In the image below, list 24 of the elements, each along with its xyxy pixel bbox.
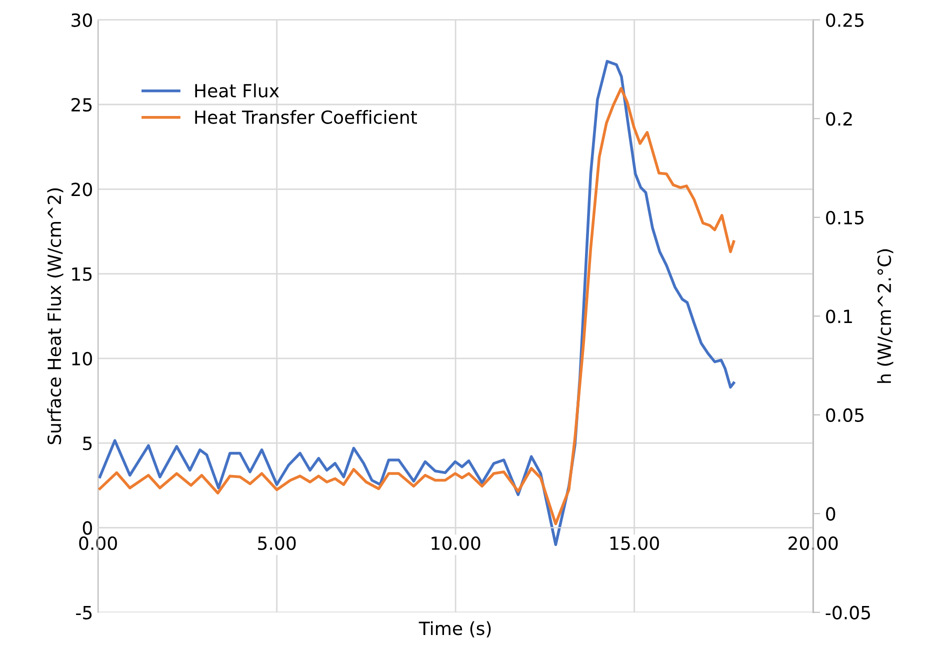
- y-axis-title: Surface Heat Flux (W/cm^2): [47, 188, 64, 444]
- y-tick-label: 30: [72, 13, 92, 27]
- x-axis-title: Time (s): [418, 621, 491, 638]
- y-tick-label: 25: [72, 98, 92, 112]
- y2-tick-label: -0.05: [826, 606, 870, 620]
- y-tick-label: 10: [72, 352, 92, 366]
- y-tick-label: 5: [83, 436, 92, 450]
- y-tick-label: 20: [72, 182, 92, 196]
- y-tick-label: -5: [76, 606, 92, 620]
- x-tick-label: 15.00: [610, 536, 659, 550]
- x-tick-label: 10.00: [432, 536, 480, 550]
- y2-axis-title: h (W/cm^2.°C): [877, 249, 894, 383]
- x-tick-label: 5.00: [258, 536, 296, 550]
- y2-tick-label: 0: [826, 507, 836, 521]
- y-tick-label: 15: [72, 267, 92, 281]
- legend-label: Heat Flux: [195, 84, 279, 98]
- x-tick-label: 20.00: [788, 536, 838, 550]
- y-tick-label: 0: [82, 521, 92, 535]
- y2-tick-label: 0.1: [826, 310, 852, 324]
- legend-label: Heat Transfer Coefficient: [195, 110, 417, 124]
- y2-tick-label: 0.2: [826, 112, 852, 126]
- y2-tick-label: 0.05: [826, 408, 864, 422]
- y2-tick-label: 0.15: [826, 210, 864, 224]
- y2-tick-label: 0.25: [826, 13, 864, 27]
